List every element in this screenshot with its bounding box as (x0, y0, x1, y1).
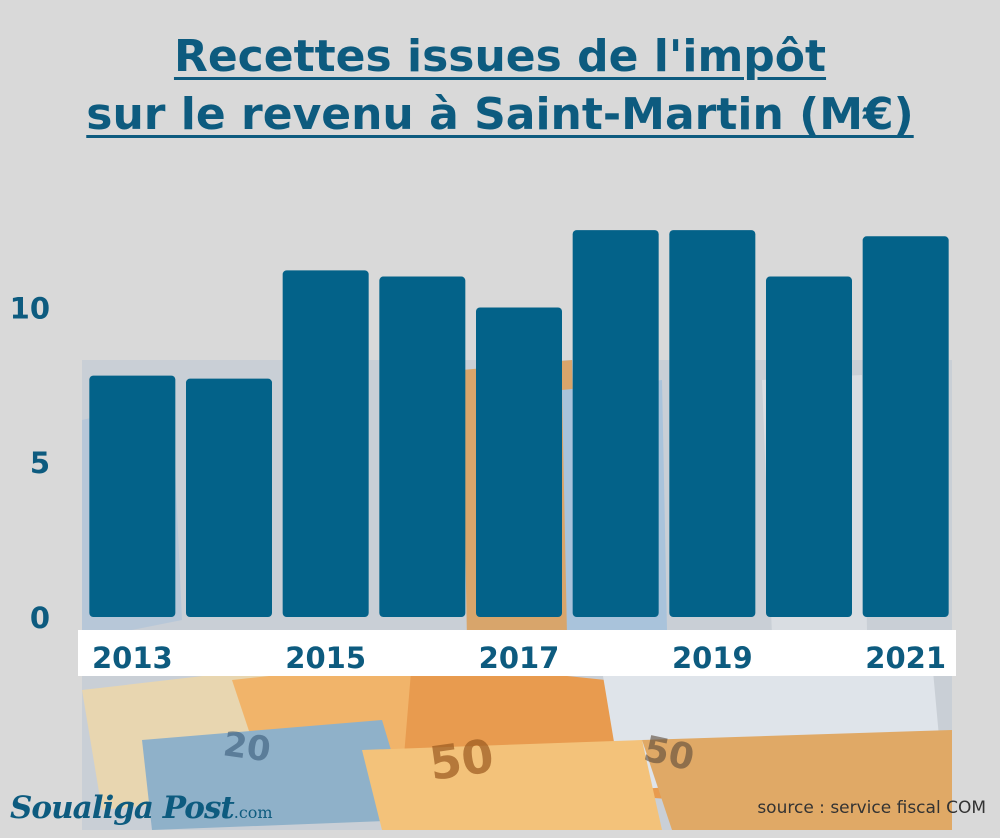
x-axis-band (78, 630, 956, 676)
y-tick-label: 0 (30, 601, 50, 635)
title-line-1: Recettes issues de l'impôt (173, 31, 827, 82)
brand-logo: Soualiga Post.com (10, 790, 273, 826)
bar-2019 (669, 230, 756, 617)
bar-2017 (476, 307, 562, 617)
bar-2021 (862, 236, 949, 618)
bar-2013 (89, 375, 176, 617)
brand-domain: .com (233, 803, 273, 822)
svg-text:20: 20 (221, 724, 273, 770)
svg-text:50: 50 (426, 729, 497, 791)
x-tick-label: 2013 (92, 641, 173, 675)
brand-name: Soualiga Post (10, 790, 235, 826)
svg-text:50: 50 (640, 729, 698, 780)
bar-2015 (282, 270, 369, 617)
x-tick-label: 2015 (285, 641, 366, 675)
y-tick-label: 10 (10, 291, 50, 325)
x-tick-label: 2021 (865, 641, 946, 675)
title-line-2: sur le revenu à Saint-Martin (M€) (86, 89, 914, 140)
chart-title: Recettes issues de l'impôt sur le revenu… (0, 28, 1000, 144)
x-tick-label: 2019 (672, 641, 753, 675)
bar-2020 (766, 276, 852, 617)
bar-2016 (379, 276, 466, 617)
source-note: source : service fiscal COM (757, 798, 986, 818)
bar-2018 (572, 230, 659, 617)
x-tick-label: 2017 (479, 641, 560, 675)
bar-2014 (186, 378, 272, 617)
y-tick-label: 5 (30, 446, 50, 480)
